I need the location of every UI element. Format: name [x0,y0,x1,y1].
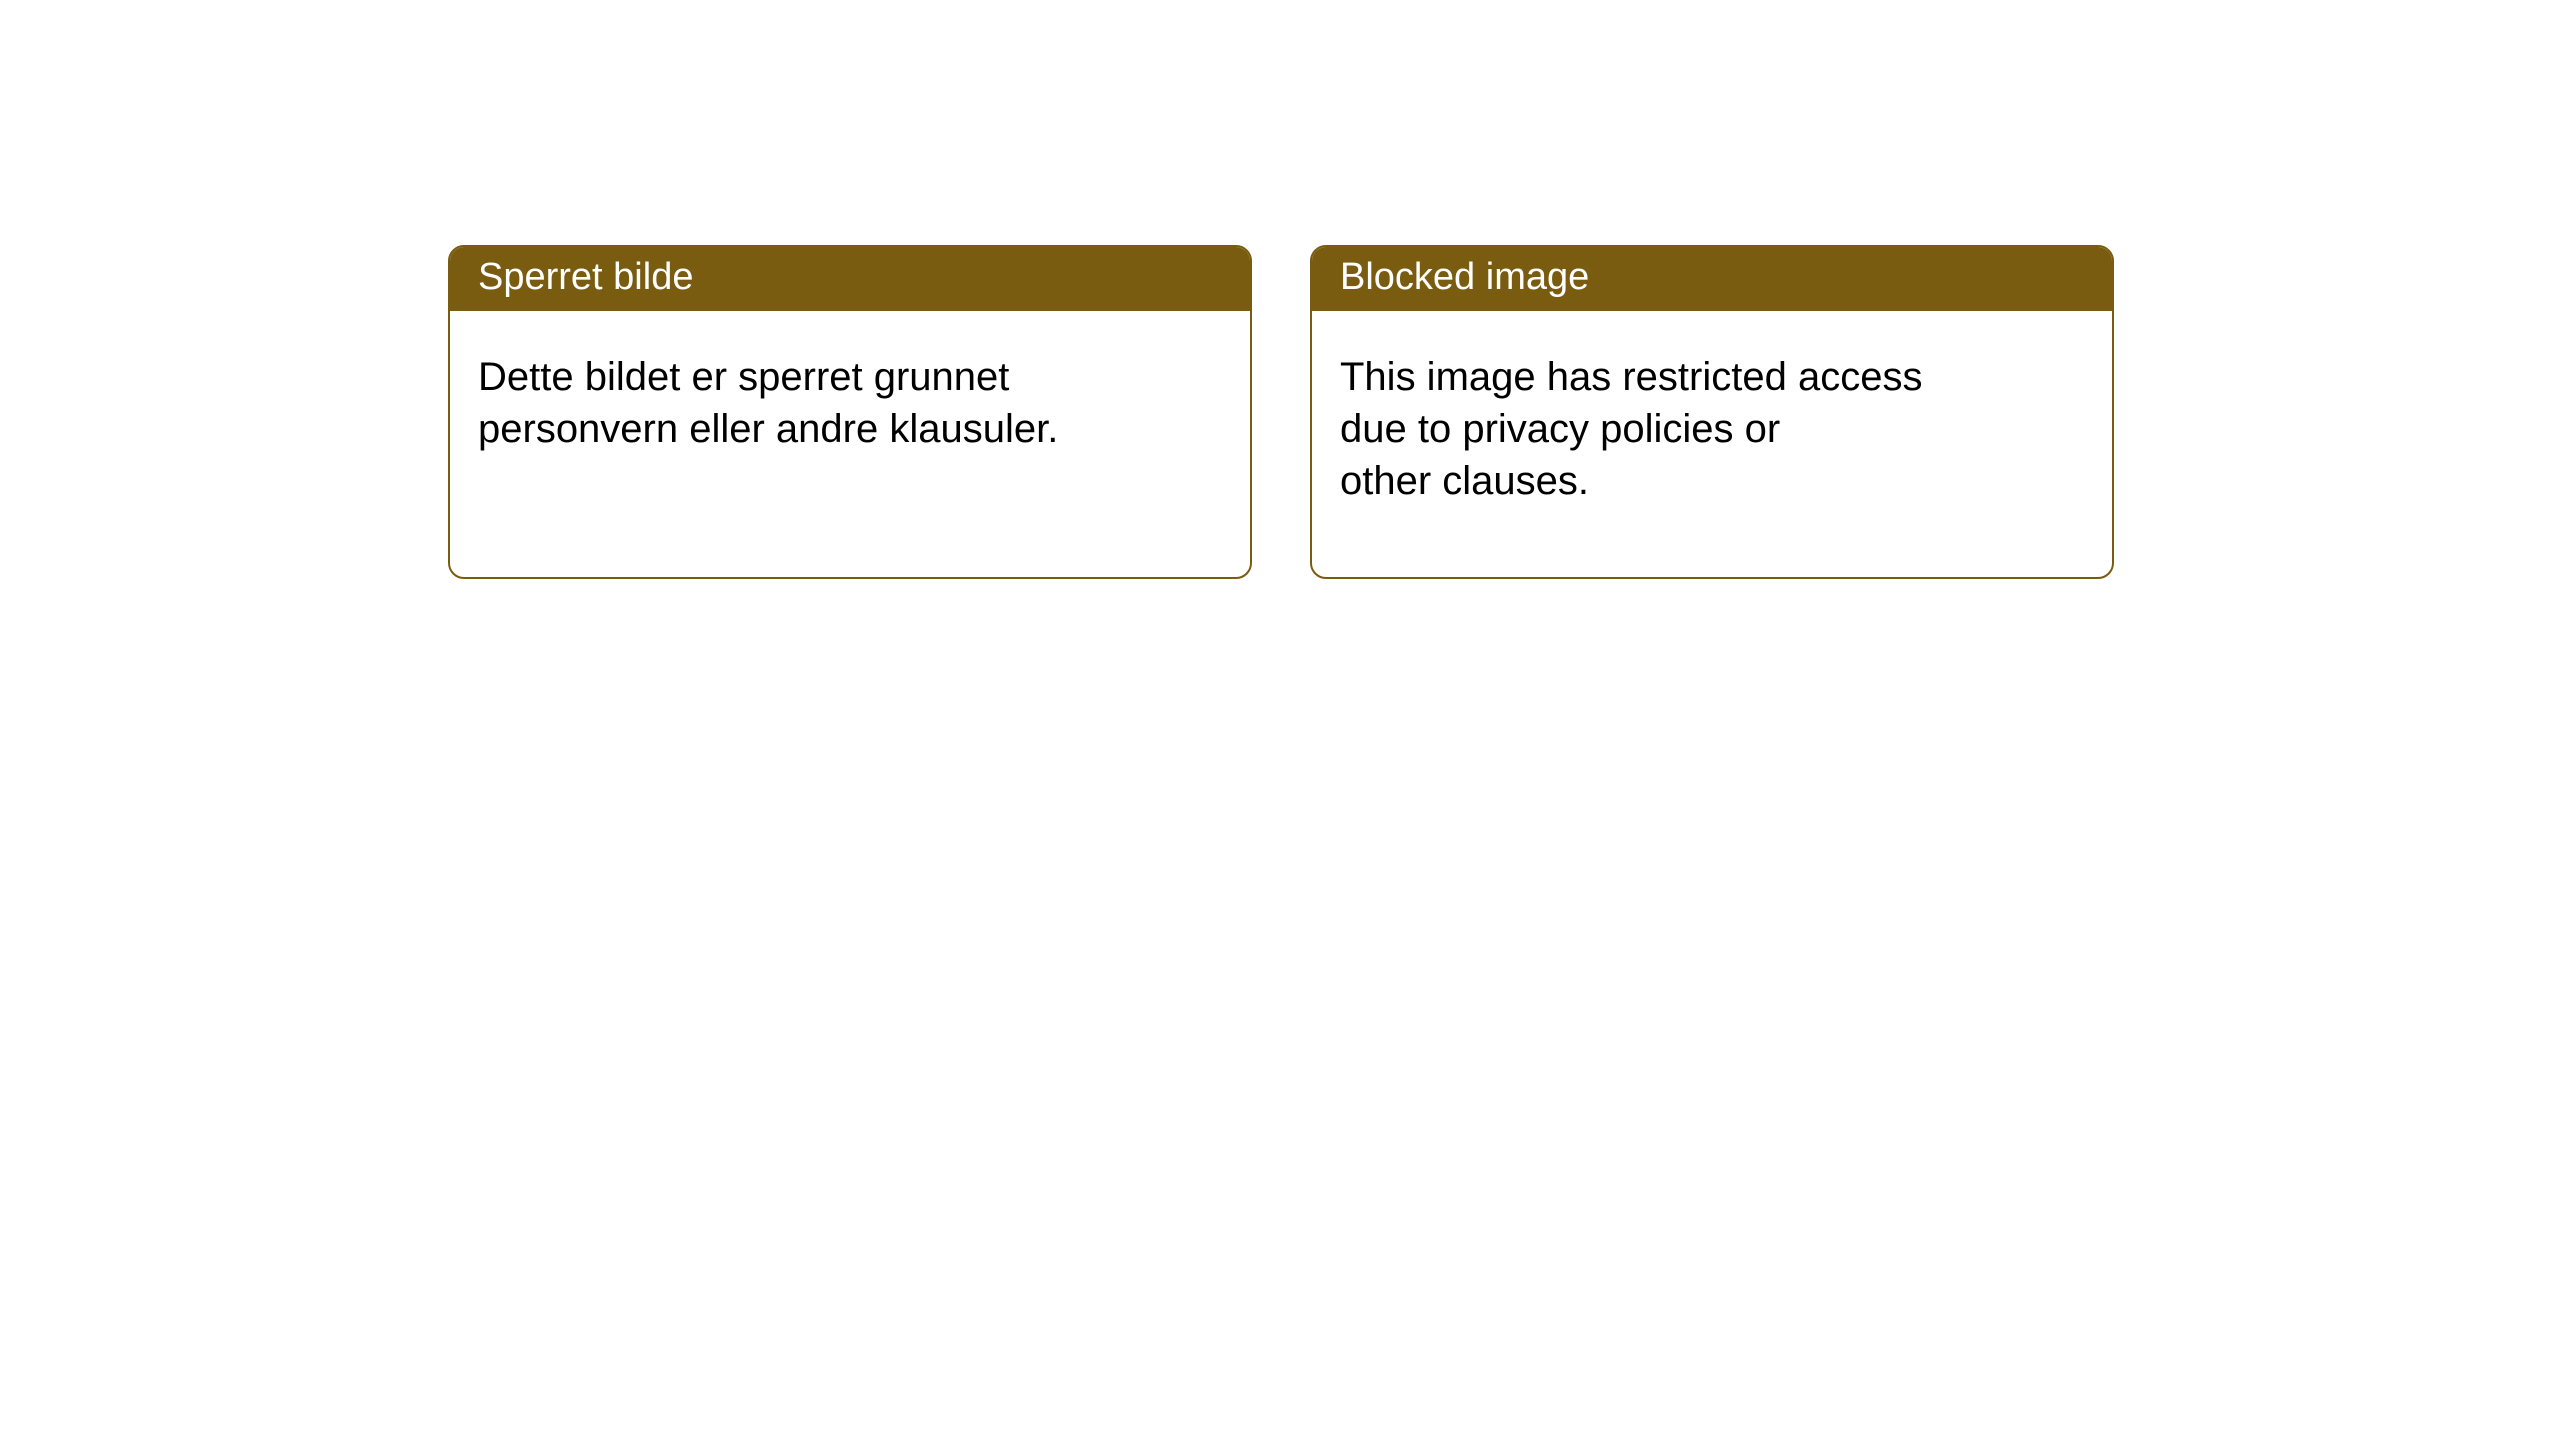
notice-card-norwegian: Sperret bilde Dette bildet er sperret gr… [448,245,1252,579]
notice-body-norwegian: Dette bildet er sperret grunnet personve… [450,311,1250,483]
notice-header-english: Blocked image [1312,247,2112,311]
notice-container: Sperret bilde Dette bildet er sperret gr… [0,0,2560,579]
notice-header-norwegian: Sperret bilde [450,247,1250,311]
notice-card-english: Blocked image This image has restricted … [1310,245,2114,579]
notice-body-english: This image has restricted access due to … [1312,311,2112,535]
